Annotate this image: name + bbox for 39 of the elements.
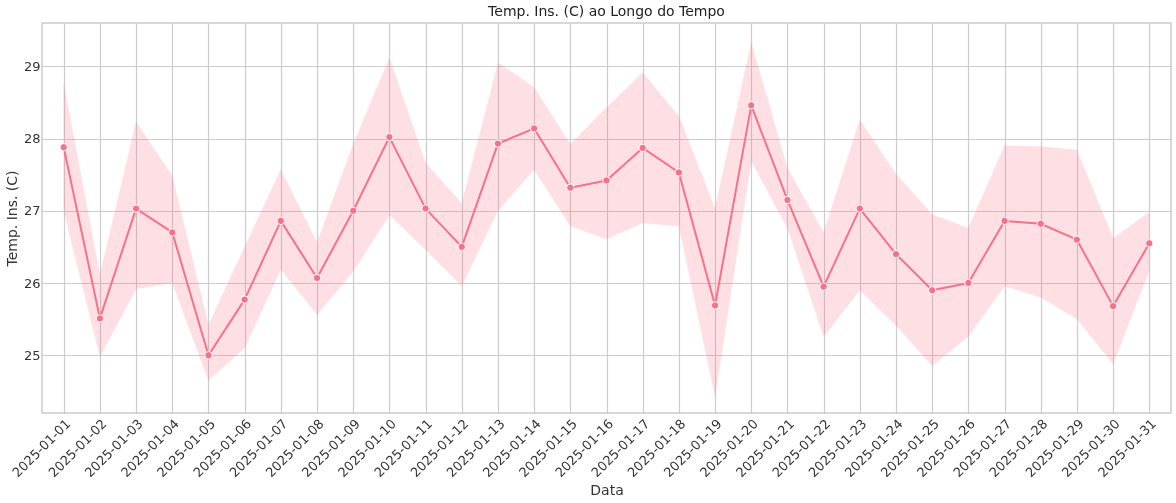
point	[59, 143, 68, 152]
point	[819, 282, 828, 291]
point	[457, 242, 466, 252]
point	[927, 286, 937, 295]
point	[421, 204, 430, 213]
point	[1072, 235, 1082, 244]
point	[566, 183, 575, 192]
point	[131, 204, 141, 213]
point	[783, 195, 792, 205]
point	[240, 295, 249, 304]
y-tick-label: 26	[23, 275, 41, 291]
point	[638, 143, 647, 153]
chart-title: Temp. Ins. (C) ao Longo do Tempo	[487, 3, 725, 19]
point	[1145, 239, 1154, 248]
point	[602, 176, 611, 185]
y-tick-label: 25	[23, 347, 41, 363]
point	[95, 314, 105, 323]
point	[1108, 301, 1118, 311]
y-tick-label: 28	[23, 131, 41, 147]
point	[1036, 219, 1045, 228]
point	[385, 132, 394, 142]
point	[204, 351, 213, 360]
point	[168, 228, 177, 237]
point	[891, 249, 901, 259]
point	[1000, 216, 1009, 226]
y-tick-label: 27	[23, 203, 41, 219]
point	[276, 216, 286, 226]
y-tick-label: 29	[23, 58, 41, 74]
point	[312, 273, 322, 283]
point	[855, 204, 865, 213]
point	[529, 124, 539, 133]
x-axis-title: Data	[590, 482, 624, 499]
point	[710, 301, 720, 310]
y-axis-title: Temp. Ins. (C)	[3, 170, 20, 268]
point	[964, 278, 973, 288]
point	[348, 206, 358, 215]
point	[674, 168, 684, 177]
point	[747, 101, 756, 110]
point	[493, 139, 503, 148]
